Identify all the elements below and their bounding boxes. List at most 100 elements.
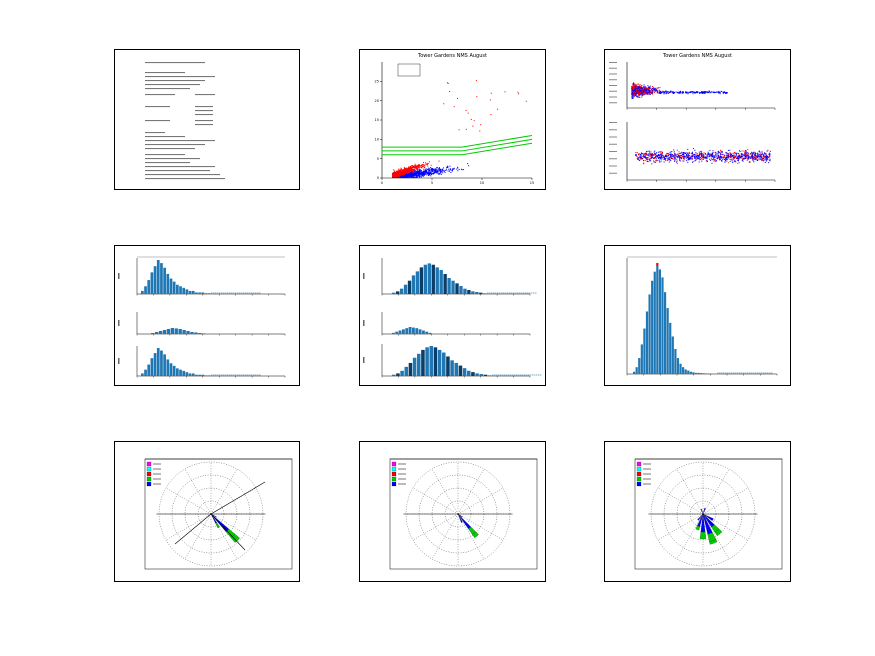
lower-point xyxy=(668,157,670,159)
wind-rose-chart-3 xyxy=(634,458,783,570)
lower-point xyxy=(670,159,672,161)
blue-point xyxy=(436,167,438,169)
blue-point xyxy=(432,173,434,175)
lower-point xyxy=(677,155,679,157)
blue-point xyxy=(420,169,422,171)
lower-point xyxy=(655,155,657,157)
lower-point xyxy=(740,155,742,157)
lower-point xyxy=(682,152,684,154)
lower-point xyxy=(739,150,741,152)
histogram-bar xyxy=(172,281,176,294)
lower-point xyxy=(640,152,642,154)
upper-point xyxy=(639,93,641,95)
upper-point xyxy=(643,88,645,90)
upper-point xyxy=(631,93,633,95)
lower-point xyxy=(696,153,698,155)
lower-point xyxy=(698,158,700,160)
upper-point xyxy=(633,91,635,93)
lower-point xyxy=(690,156,692,158)
lower-point xyxy=(684,152,686,154)
histogram-bar xyxy=(144,369,147,376)
lower-point xyxy=(744,153,746,155)
upper-point xyxy=(633,82,635,84)
red-point xyxy=(407,167,409,169)
histogram-bar xyxy=(201,374,205,376)
upper-point xyxy=(652,87,654,89)
lower-point xyxy=(644,155,646,157)
red-point xyxy=(398,168,400,170)
lower-point xyxy=(679,160,681,162)
lower-point xyxy=(752,160,754,162)
blue-point xyxy=(423,173,425,175)
lower-point xyxy=(743,154,745,156)
lower-point xyxy=(674,157,676,159)
upper-point xyxy=(637,94,639,96)
lower-point xyxy=(763,152,765,154)
blue-point xyxy=(442,172,444,174)
blue-point xyxy=(442,169,444,171)
lower-point xyxy=(666,154,668,156)
upper-point xyxy=(645,92,647,94)
lower-point xyxy=(703,155,705,157)
upper-point xyxy=(647,91,649,93)
lower-point xyxy=(744,158,746,160)
upper-point xyxy=(651,86,653,88)
lower-point xyxy=(767,155,769,157)
upper-tail-point xyxy=(693,91,695,93)
blue-point xyxy=(439,168,441,170)
lower-point xyxy=(722,158,724,160)
upper-point xyxy=(638,95,640,97)
lower-point xyxy=(752,156,754,158)
lower-point xyxy=(688,154,690,156)
lower-point xyxy=(720,157,722,159)
legend-label xyxy=(398,468,406,470)
lower-point xyxy=(765,156,767,158)
histogram-bar xyxy=(640,344,643,374)
blue-point xyxy=(422,171,424,173)
lower-point xyxy=(676,159,678,161)
red-point xyxy=(396,171,398,173)
red-point xyxy=(411,169,413,171)
twin-scatter-panel: Tower Gardens NMS August xyxy=(604,49,791,190)
legend-box xyxy=(397,63,421,77)
upper-point xyxy=(653,91,655,93)
upper-tail-point xyxy=(697,92,699,94)
upper-tail-point xyxy=(722,92,724,94)
red-point xyxy=(409,168,411,170)
red-point xyxy=(415,164,417,166)
lower-point xyxy=(639,155,641,157)
upper-point xyxy=(649,93,651,95)
blue-point xyxy=(406,174,408,176)
histogram-bar xyxy=(471,291,475,294)
blue-point xyxy=(434,170,436,172)
lower-point xyxy=(656,154,658,156)
rose-spoke xyxy=(210,513,238,560)
lower-point xyxy=(752,158,754,160)
red-point xyxy=(414,167,416,169)
blue-point xyxy=(434,172,436,174)
histogram-bar xyxy=(198,292,201,294)
red-point xyxy=(403,171,405,173)
histogram-bar xyxy=(404,366,409,376)
blue-point xyxy=(395,176,397,178)
y-tick-label: 20 xyxy=(375,99,379,103)
lower-point xyxy=(690,155,692,157)
lower-point xyxy=(668,153,670,155)
lower-point xyxy=(733,157,735,159)
lower-point xyxy=(715,156,717,158)
blue-point xyxy=(415,174,417,176)
upper-point xyxy=(647,88,649,90)
lower-point xyxy=(664,155,666,157)
lower-point xyxy=(694,159,696,161)
lower-point xyxy=(752,151,754,153)
lower-point xyxy=(663,157,665,159)
upper-point xyxy=(645,90,647,92)
lower-point xyxy=(683,152,685,154)
histogram-bar xyxy=(198,374,201,376)
upper-point xyxy=(631,86,633,88)
histogram-bar xyxy=(669,322,672,374)
rose-spoke xyxy=(657,513,704,541)
lower-point xyxy=(686,157,688,159)
lower-point xyxy=(704,153,706,155)
upper-tail-point xyxy=(679,92,681,94)
